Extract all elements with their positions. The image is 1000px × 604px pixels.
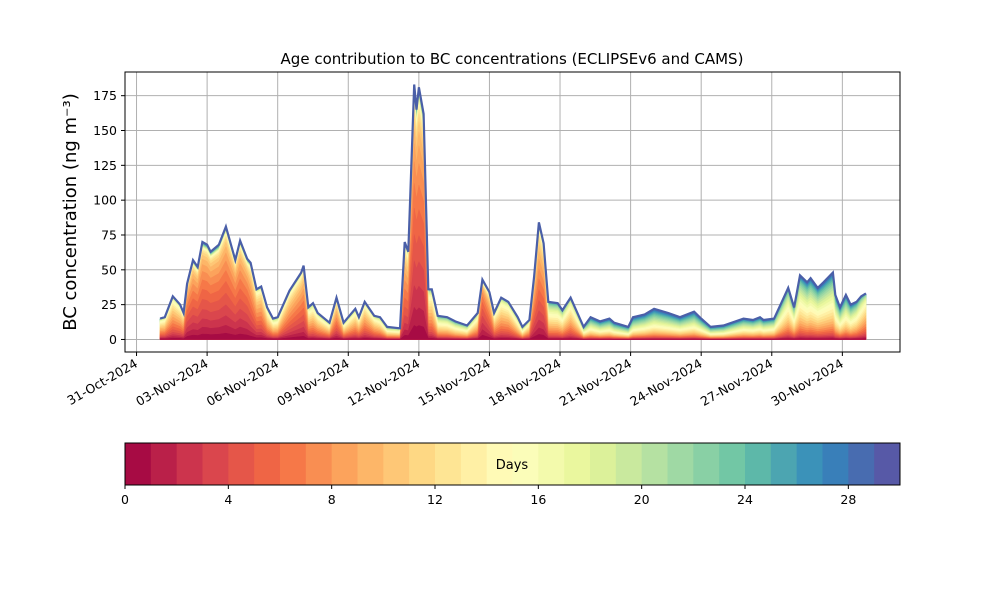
colorbar-bin-2 <box>176 443 203 485</box>
colorbar-bin-7 <box>305 443 333 485</box>
colorbar-bin-26 <box>796 443 823 485</box>
age-layers <box>159 84 867 340</box>
plot-frame <box>124 71 901 353</box>
colorbar-bin-27 <box>822 443 849 485</box>
y-axis: 0 25 50 75 100 125 150 175 <box>93 88 125 347</box>
total-concentration-line <box>159 84 867 330</box>
colorbar-bin-29 <box>874 443 901 485</box>
x-tick-label: 27-Nov-2024 <box>698 356 776 409</box>
colorbar-bin-18 <box>590 443 617 485</box>
colorbar-label: Days <box>496 458 529 473</box>
x-tick-label: 15-Nov-2024 <box>415 356 493 409</box>
colorbar-bin-25 <box>770 443 798 485</box>
colorbar-bin-16 <box>538 443 565 485</box>
x-axis: 31-Oct-202403-Nov-202406-Nov-202409-Nov-… <box>64 352 846 409</box>
colorbar-tick-label: 28 <box>840 492 856 507</box>
x-tick-label: 21-Nov-2024 <box>557 356 635 409</box>
colorbar-tick-label: 24 <box>737 492 753 507</box>
y-tick-label: 175 <box>93 88 117 103</box>
y-tick-label: 100 <box>93 193 117 208</box>
colorbar-tick-label: 4 <box>224 492 232 507</box>
y-axis-label: BC concentration (ng m⁻³) <box>60 93 81 331</box>
y-tick-label: 150 <box>93 123 117 138</box>
colorbar-bin-10 <box>383 443 410 485</box>
colorbar-bin-5 <box>254 443 281 485</box>
colorbar-bin-6 <box>280 443 307 485</box>
y-tick-label: 0 <box>109 332 117 347</box>
colorbar-tick-label: 20 <box>634 492 650 507</box>
colorbar <box>124 442 901 486</box>
colorbar-bin-19 <box>615 443 643 485</box>
y-tick-label: 75 <box>101 227 117 242</box>
colorbar-bin-9 <box>357 443 384 485</box>
y-tick-label: 25 <box>101 297 117 312</box>
colorbar-tick-label: 0 <box>121 492 129 507</box>
colorbar-bin-24 <box>745 443 772 485</box>
colorbar-bin-21 <box>667 443 694 485</box>
age-layer-0 <box>159 325 867 340</box>
colorbar-bin-3 <box>202 443 229 485</box>
colorbar-bin-22 <box>693 443 720 485</box>
chart-title: Age contribution to BC concentrations (E… <box>281 50 744 68</box>
y-tick-label: 125 <box>93 158 117 173</box>
colorbar-bin-0 <box>125 443 152 485</box>
x-tick-label: 09-Nov-2024 <box>274 356 352 409</box>
colorbar-bin-13 <box>460 443 488 485</box>
colorbar-bin-1 <box>150 443 178 485</box>
x-tick-label: 31-Oct-2024 <box>64 356 140 408</box>
colorbar-bin-8 <box>331 443 358 485</box>
colorbar-bin-17 <box>564 443 591 485</box>
colorbar-axis: 0 4 8 12 16 20 24 28 <box>121 485 856 507</box>
colorbar-bin-15 <box>512 443 539 485</box>
y-tick-label: 50 <box>101 262 117 277</box>
colorbar-bin-20 <box>641 443 668 485</box>
colorbar-bin-11 <box>409 443 436 485</box>
colorbar-tick-label: 8 <box>328 492 336 507</box>
x-tick-label: 06-Nov-2024 <box>204 356 282 409</box>
colorbar-bin-23 <box>719 443 746 485</box>
x-tick-label: 12-Nov-2024 <box>345 356 423 409</box>
x-tick-label: 03-Nov-2024 <box>133 356 211 409</box>
x-tick-label: 18-Nov-2024 <box>486 356 564 409</box>
colorbar-tick-label: 16 <box>530 492 546 507</box>
x-tick-label: 24-Nov-2024 <box>627 356 705 409</box>
colorbar-bin-28 <box>848 443 875 485</box>
colorbar-bin-14 <box>486 443 513 485</box>
colorbar-bin-12 <box>435 443 462 485</box>
x-tick-label: 30-Nov-2024 <box>768 356 846 409</box>
colorbar-tick-label: 12 <box>427 492 443 507</box>
colorbar-bin-4 <box>228 443 255 485</box>
colorbar-frame <box>124 442 901 486</box>
